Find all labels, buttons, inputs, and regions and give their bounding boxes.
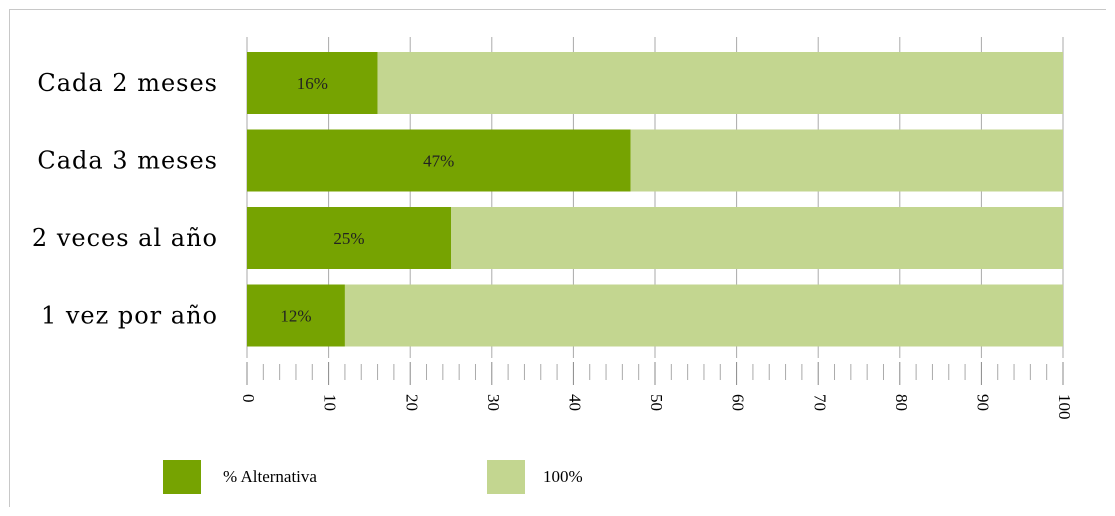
category-label-3: 1 vez por año [41,302,218,330]
data-label-3: 12% [280,307,311,326]
tick-label-90: 90 [973,394,992,411]
tick-label-100: 100 [1055,394,1074,420]
legend-label-100: 100% [543,467,583,486]
bar-alternativa-2 [247,207,451,269]
bar-remainder-0 [377,52,1063,114]
category-label-2: 2 veces al año [32,224,218,252]
legend-swatch-alternativa [163,460,201,494]
data-label-1: 47% [423,152,454,171]
data-label-0: 16% [297,74,328,93]
bar-remainder-3 [344,284,1063,347]
bar-alternativa-0 [247,52,378,114]
chart-frame [9,9,1106,507]
tick-label-40: 40 [565,394,584,411]
bar-alternativa-3 [247,284,345,347]
tick-label-50: 50 [647,394,666,411]
category-labels: Cada 2 meses Cada 3 meses 2 veces al año 1 … [32,69,218,330]
tick-label-80: 80 [892,394,911,411]
data-label-2: 25% [333,229,364,248]
tick-label-10: 10 [321,394,340,411]
x-axis: 0 10 20 30 40 50 60 70 80 90 100 [239,362,1074,420]
tick-label-70: 70 [810,394,829,411]
tick-label-0: 0 [239,394,258,403]
legend-swatch-100 [487,460,525,494]
tick-label-20: 20 [402,394,421,411]
bar-remainder-1 [630,129,1063,192]
bar-remainder-2 [451,207,1063,269]
legend-label-alternativa: % Alternativa [223,467,317,486]
bar-alternativa-1 [247,129,631,192]
tick-label-60: 60 [729,394,748,411]
category-label-1: Cada 3 meses [37,147,218,175]
category-label-0: Cada 2 meses [37,69,218,97]
legend: % Alternativa 100% [163,460,583,494]
tick-label-30: 30 [484,394,503,411]
bars: 16% 47% 25% 12% [247,52,1063,347]
